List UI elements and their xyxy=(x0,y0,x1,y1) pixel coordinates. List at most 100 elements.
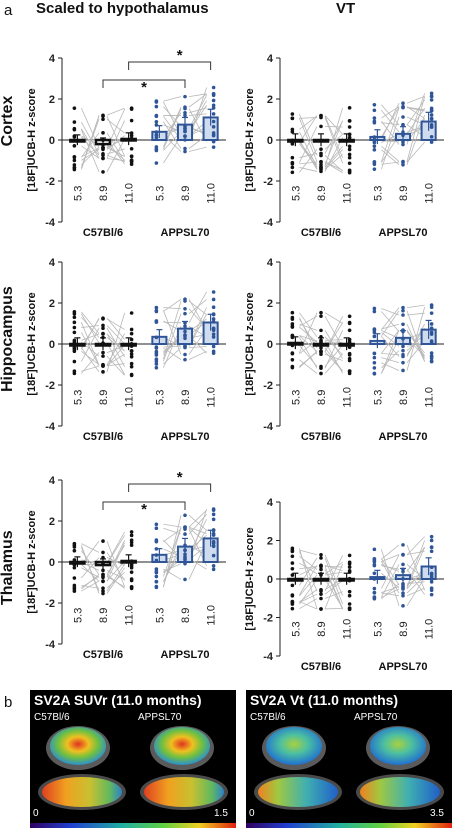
data-point xyxy=(372,563,377,568)
animal-line xyxy=(381,330,400,354)
animal-line xyxy=(381,350,400,369)
data-point xyxy=(183,146,187,151)
data-point xyxy=(129,162,134,166)
data-point xyxy=(211,305,216,310)
data-point xyxy=(183,306,187,311)
data-point xyxy=(211,332,216,337)
animal-line xyxy=(162,313,182,362)
data-point xyxy=(129,133,134,138)
data-point xyxy=(101,586,105,591)
data-point xyxy=(347,570,352,574)
animal-line xyxy=(106,120,125,159)
animal-line xyxy=(324,555,343,592)
data-point xyxy=(372,160,377,164)
data-point xyxy=(319,592,323,596)
data-point xyxy=(154,345,159,349)
scale-max: 1.5 xyxy=(214,808,228,819)
data-point xyxy=(429,586,434,590)
data-point xyxy=(154,119,159,124)
brain-panel-title: SV2A SUVr (11.0 months) xyxy=(34,692,202,708)
animal-line xyxy=(163,321,182,324)
animal-line xyxy=(381,145,400,162)
significance-star: * xyxy=(177,472,183,486)
data-point xyxy=(154,133,159,137)
data-point xyxy=(154,305,159,310)
data-point xyxy=(154,579,159,584)
data-point xyxy=(154,585,159,590)
y-axis-label: [18F]UCB-H z-score xyxy=(26,292,38,395)
data-point xyxy=(129,147,134,151)
data-point xyxy=(290,138,295,143)
category-label: 11.0 xyxy=(124,387,136,408)
data-point xyxy=(372,147,377,152)
data-point xyxy=(347,553,352,558)
y-tick-label: 2 xyxy=(267,94,273,106)
data-point xyxy=(72,320,77,325)
animal-line xyxy=(406,312,425,316)
data-point xyxy=(101,326,105,331)
animal-line xyxy=(81,350,100,366)
animal-line xyxy=(324,563,343,610)
data-point xyxy=(372,137,377,142)
data-point xyxy=(72,369,77,374)
animal-line xyxy=(299,326,318,343)
significance-bracket xyxy=(102,501,186,510)
data-point xyxy=(129,107,134,111)
data-point xyxy=(72,565,77,570)
category-label: 5.3 xyxy=(72,608,84,623)
data-point xyxy=(72,560,77,565)
data-point xyxy=(154,309,159,314)
animal-line xyxy=(406,95,425,104)
data-point xyxy=(183,134,187,138)
data-point xyxy=(154,574,159,579)
data-point xyxy=(347,560,352,565)
category-label: 11.0 xyxy=(206,605,218,626)
data-point xyxy=(129,559,134,563)
animal-line xyxy=(81,543,100,553)
data-point xyxy=(429,572,434,576)
data-point xyxy=(183,352,187,357)
data-point xyxy=(101,572,105,577)
data-point xyxy=(429,332,434,336)
animal-line xyxy=(299,359,318,374)
data-point xyxy=(401,160,405,164)
data-point xyxy=(319,596,323,601)
animal-line xyxy=(80,116,100,168)
panel-b-label: b xyxy=(4,694,13,711)
data-point xyxy=(429,339,434,343)
animal-line xyxy=(324,120,343,154)
animal-line xyxy=(380,107,400,162)
data-point xyxy=(183,138,187,142)
data-point xyxy=(429,534,434,539)
data-point xyxy=(347,170,352,175)
y-tick-label: 4 xyxy=(49,475,56,487)
data-point xyxy=(372,144,377,148)
brain-panel-title: SV2A Vt (11.0 months) xyxy=(250,692,399,708)
animal-line xyxy=(106,317,125,340)
data-point xyxy=(347,155,352,160)
category-label: 5.3 xyxy=(372,621,384,636)
data-point xyxy=(183,554,187,559)
data-point xyxy=(154,353,159,357)
animal-line xyxy=(324,344,343,367)
y-tick-label: 0 xyxy=(49,557,55,569)
data-point xyxy=(211,98,216,103)
animal-line xyxy=(324,120,343,165)
data-point xyxy=(319,567,323,572)
data-point xyxy=(401,348,405,353)
category-label: 5.3 xyxy=(290,186,302,201)
data-point xyxy=(347,132,352,137)
data-point xyxy=(290,112,295,116)
animal-line xyxy=(188,107,207,114)
animal-line xyxy=(106,557,125,566)
data-point xyxy=(211,103,216,108)
animal-line xyxy=(106,540,125,578)
category-label: 5.3 xyxy=(290,390,302,405)
y-tick-label: 4 xyxy=(49,53,56,65)
animal-line xyxy=(324,312,343,324)
data-point xyxy=(183,299,187,303)
data-point xyxy=(101,341,105,345)
data-point xyxy=(101,364,105,368)
data-point xyxy=(401,336,405,341)
chart-thalamus-scaled: -4 -2 0 2 4 [18F]UCB-H z-score 5.3 8.9 11.0 C57Bl… xyxy=(26,472,226,661)
